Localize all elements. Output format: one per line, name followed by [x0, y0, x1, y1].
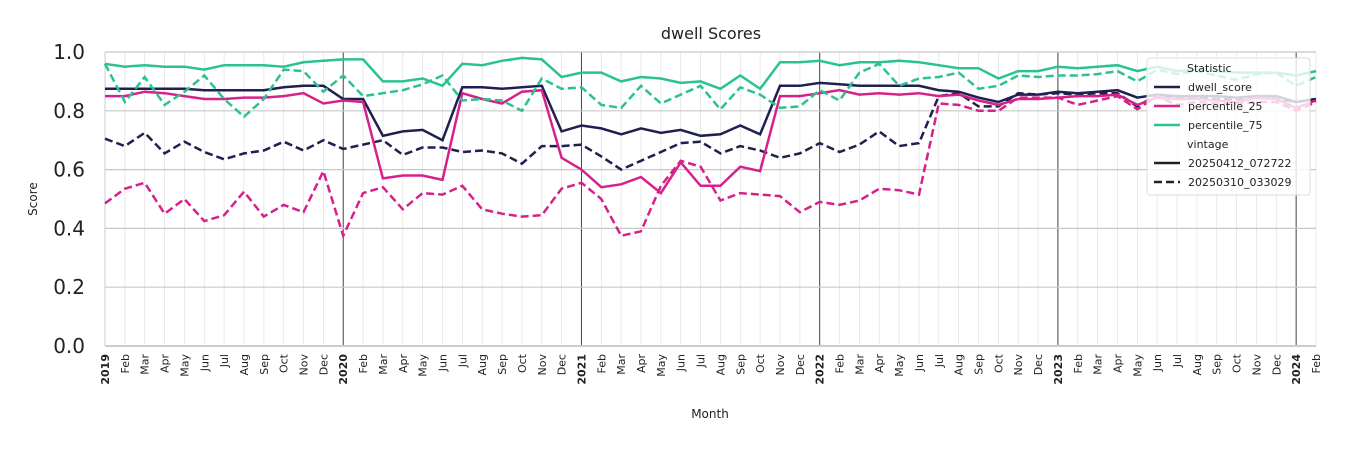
x-tick-label: Oct	[754, 353, 767, 373]
x-tick-label: Jul	[1171, 354, 1184, 368]
y-tick-label: 0.2	[53, 275, 85, 299]
x-tick-label: Sep	[1211, 354, 1224, 375]
x-tick-label: 2020	[337, 354, 350, 385]
x-tick-label: Mar	[1092, 354, 1105, 375]
legend: Statistic dwell_score percentile_25percent…	[1146, 57, 1311, 196]
x-tick-label: Apr	[397, 354, 410, 374]
y-tick-label: 0.6	[53, 158, 85, 182]
x-tick-label: Apr	[1111, 354, 1124, 374]
x-tick-label: Mar	[377, 354, 390, 375]
series-line	[104, 91, 1317, 172]
x-tick-label: 2019	[99, 354, 112, 385]
x-tick-label: May	[1131, 354, 1144, 377]
legend-box	[1146, 57, 1311, 196]
x-tick-label: Dec	[1032, 354, 1045, 375]
y-tick-label: 1.0	[53, 40, 85, 64]
x-tick-label: Nov	[536, 354, 549, 376]
x-tick-label: Aug	[1191, 354, 1204, 375]
x-tick-label: Aug	[238, 354, 251, 375]
y-tick-label: 0.4	[53, 216, 85, 240]
x-tick-label: May	[893, 354, 906, 377]
x-tick-label: Feb	[357, 354, 370, 373]
x-tick-label: Jul	[695, 354, 708, 368]
x-tick-label: Sep	[734, 354, 747, 375]
x-tick-label: Jun	[1151, 354, 1164, 372]
x-tick-label: May	[655, 354, 668, 377]
x-tick-label: Jun	[675, 354, 688, 372]
x-tick-label: Jun	[436, 354, 449, 372]
x-tick-label: Oct	[1231, 353, 1244, 373]
plot-lines	[103, 56, 1317, 240]
legend-label: 20250412_072722	[1188, 157, 1291, 170]
x-tick-label: Feb	[595, 354, 608, 373]
chart-title: dwell Scores	[661, 24, 761, 43]
x-tick-label: Dec	[794, 354, 807, 375]
x-tick-label: Apr	[159, 354, 172, 374]
x-tick-label: Apr	[873, 354, 886, 374]
x-tick-label: Aug	[476, 354, 489, 375]
x-tick-label: Jul	[218, 354, 231, 368]
x-tick-label: Jun	[198, 354, 211, 372]
x-tick-label: Oct	[992, 353, 1005, 373]
x-tick-label: Mar	[853, 354, 866, 375]
x-tick-label: Dec	[556, 354, 569, 375]
x-tick-label: Sep	[973, 354, 986, 375]
legend-label: 20250310_033029	[1188, 176, 1291, 189]
y-tick-label: 0.0	[53, 334, 85, 358]
x-tick-label: Apr	[635, 354, 648, 374]
x-tick-label: Feb	[119, 354, 132, 373]
y-axis-label: Score	[26, 182, 40, 216]
x-tick-label: Dec	[317, 354, 330, 375]
x-tick-label: 2023	[1052, 354, 1065, 385]
grid: 2019 Feb Mar Apr May Jun Jul Aug Sep Oct Nov Dec 202…	[53, 40, 1323, 385]
x-tick-label: Aug	[953, 354, 966, 375]
x-tick-label: 2024	[1290, 354, 1303, 385]
series-line	[103, 62, 1317, 119]
x-tick-label: Feb	[1072, 354, 1085, 373]
x-tick-label: Sep	[496, 354, 509, 375]
x-tick-label: Feb	[834, 354, 847, 373]
x-tick-label: Jul	[933, 354, 946, 368]
x-tick-label: Sep	[258, 354, 271, 375]
x-tick-label: 2021	[575, 354, 588, 385]
x-tick-label: Nov	[1012, 354, 1025, 376]
x-tick-label: Feb	[1310, 354, 1323, 373]
legend-label: dwell_score	[1188, 81, 1252, 94]
series-line	[104, 94, 1317, 240]
x-tick-label: Jul	[456, 354, 469, 368]
x-tick-label: May	[178, 354, 191, 377]
x-tick-label: Aug	[714, 354, 727, 375]
x-tick-label: Jun	[913, 354, 926, 372]
y-tick-label: 0.8	[53, 99, 85, 123]
x-tick-label: Nov	[774, 354, 787, 376]
x-tick-label: Oct	[278, 353, 291, 373]
legend-label: percentile_75	[1188, 119, 1263, 132]
x-axis-label: Month	[691, 407, 729, 421]
x-tick-label: 2022	[814, 354, 827, 385]
legend-title: Statistic	[1187, 62, 1232, 75]
x-tick-label: Nov	[1250, 354, 1263, 376]
x-tick-label: Oct	[516, 353, 529, 373]
x-tick-label: May	[417, 354, 430, 377]
legend-label: percentile_25	[1188, 100, 1263, 113]
legend-title: vintage	[1187, 138, 1229, 151]
x-tick-label: Nov	[298, 354, 311, 376]
x-tick-label: Mar	[139, 354, 152, 375]
series-line	[104, 56, 1317, 91]
x-tick-label: Dec	[1270, 354, 1283, 375]
series-line	[105, 81, 1317, 142]
series-line	[105, 88, 1317, 195]
x-tick-label: Mar	[615, 354, 628, 375]
